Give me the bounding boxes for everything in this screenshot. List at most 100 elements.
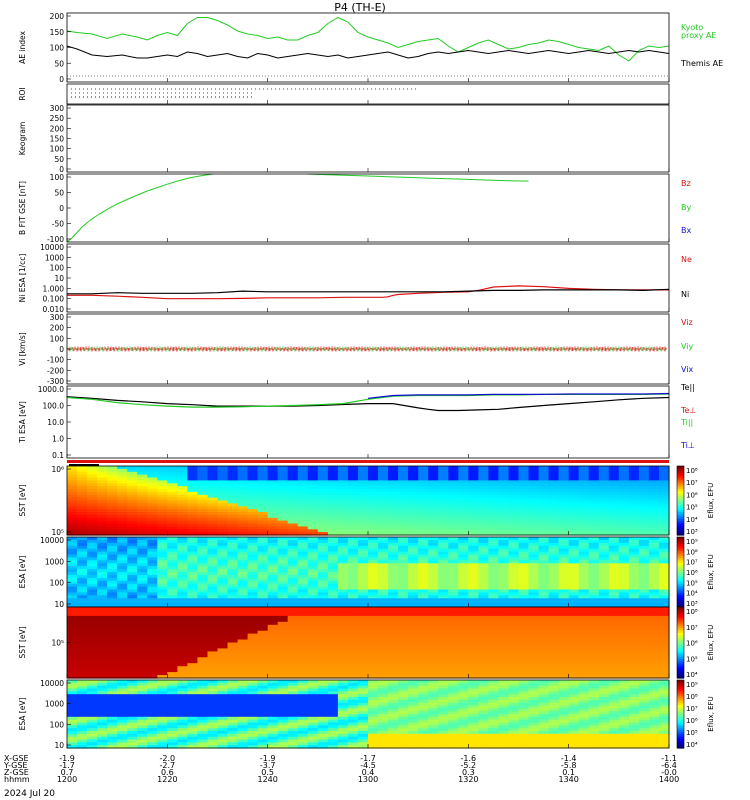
heatmap-cell [468, 610, 479, 614]
heatmap-cell [418, 539, 429, 544]
heatmap-cell [448, 607, 459, 611]
heatmap-cell [568, 532, 580, 536]
heatmap-cell [297, 592, 309, 596]
heatmap-cell [237, 669, 249, 673]
heatmap-cell [97, 574, 108, 579]
heatmap-cell [428, 526, 439, 530]
heatmap-cell [368, 648, 379, 652]
heatmap-cell [347, 512, 359, 516]
heatmap-cell [508, 523, 520, 527]
heatmap-cell [378, 586, 389, 591]
heatmap-cell [418, 489, 429, 493]
heatmap-cell [297, 474, 309, 479]
heatmap-cell [127, 645, 138, 650]
heatmap-cell [127, 577, 138, 582]
heatmap-cell [368, 627, 379, 632]
heatmap-cell [257, 574, 269, 579]
heatmap-cell [378, 548, 389, 553]
heatmap-cell [659, 595, 670, 599]
heatmap-cell [548, 610, 560, 614]
heatmap-cell [317, 526, 329, 530]
heatmap-cell [518, 520, 530, 525]
heatmap-cell [458, 663, 469, 667]
heatmap-cell [448, 669, 459, 673]
heatmap-cell [247, 583, 259, 588]
heatmap-cell [588, 595, 600, 599]
heatmap-cell [478, 483, 489, 487]
heatmap-cell [297, 580, 309, 585]
heatmap-cell [227, 512, 239, 516]
heatmap-cell [167, 604, 178, 608]
heatmap-cell [378, 497, 389, 502]
heatmap-cell [127, 615, 138, 620]
y-tick-label: 10⁵ [51, 528, 64, 537]
heatmap-cell [317, 621, 329, 626]
heatmap-cell [388, 532, 399, 536]
panel-frame [66, 173, 670, 243]
heatmap-cell [337, 517, 349, 522]
heatmap-cell [67, 601, 78, 605]
heatmap-cell [408, 598, 419, 602]
heatmap-cell [277, 466, 289, 470]
heatmap-cell [287, 480, 299, 484]
heatmap-cell [257, 520, 269, 525]
heatmap-cell [358, 517, 369, 522]
heatmap-cell [187, 610, 198, 614]
heatmap-cell [378, 466, 389, 470]
heatmap-cell [548, 566, 560, 570]
heatmap-cell [307, 529, 319, 533]
heatmap-cell [488, 577, 499, 582]
heatmap-cell [177, 630, 188, 635]
heatmap-cell [618, 554, 630, 558]
heatmap-cell [77, 491, 88, 496]
heatmap-cell [277, 474, 289, 479]
heatmap-cell [117, 624, 128, 629]
heatmap-cell [177, 583, 188, 588]
heatmap-cell [648, 589, 660, 593]
heatmap-cell [608, 572, 620, 576]
heatmap-cell [227, 654, 239, 658]
heatmap-cell [227, 586, 239, 591]
heatmap-cell [398, 675, 409, 679]
heatmap-cell [548, 486, 560, 490]
heatmap-cell [448, 672, 459, 676]
heatmap-cell [67, 503, 78, 507]
heatmap-cell [277, 539, 289, 544]
heatmap-cell [358, 503, 369, 507]
heatmap-cell [197, 615, 208, 620]
heatmap-cell [197, 618, 208, 623]
heatmap-cell [568, 657, 580, 661]
colorbar-cell [677, 595, 684, 599]
heatmap-cell [67, 607, 78, 611]
heatmap-cell [257, 672, 269, 676]
heatmap-cell [247, 542, 259, 547]
heatmap-cell [578, 604, 590, 608]
heatmap-cell [498, 569, 509, 573]
heatmap-cell [638, 580, 650, 585]
heatmap-cell [548, 636, 560, 641]
heatmap-cell [508, 604, 520, 608]
heatmap-cell [247, 601, 259, 605]
heatmap-cell [267, 566, 279, 570]
legend-label: Viz [681, 318, 693, 327]
colorbar-cell [677, 498, 684, 502]
heatmap-cell [498, 630, 509, 635]
heatmap-cell [177, 654, 188, 658]
heatmap-cell [337, 514, 349, 519]
heatmap-cell [358, 483, 369, 487]
heatmap-cell [157, 621, 168, 626]
heatmap-cell [97, 592, 108, 596]
heatmap-cell [398, 654, 409, 658]
heatmap-cell [498, 557, 509, 561]
heatmap-cell [498, 509, 509, 513]
heatmap-cell [297, 630, 309, 635]
heatmap-cell [127, 523, 138, 527]
heatmap-cell [287, 610, 299, 614]
heatmap-cell [588, 551, 600, 556]
heatmap-cell [337, 592, 349, 596]
heatmap-cell [157, 569, 168, 573]
heatmap-cell [127, 589, 138, 593]
heatmap-cell [127, 672, 138, 676]
heatmap-cell [317, 471, 329, 476]
heatmap-cell [448, 503, 459, 507]
